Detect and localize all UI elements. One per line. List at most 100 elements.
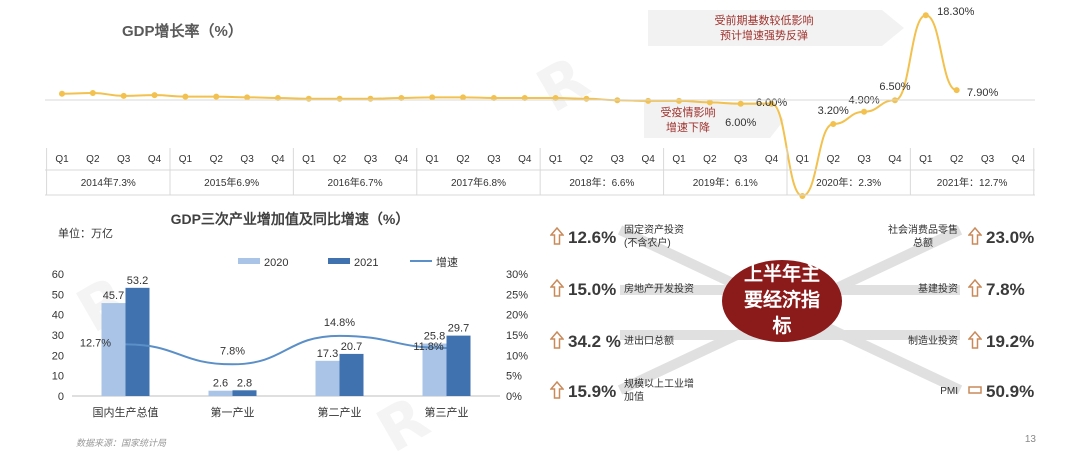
gdp-growth-line-chart: GDP增长率（%） 受前期基数较低影响 预计增速强势反弹 受疫情影响 增速下降 … — [45, 6, 1035, 199]
bar-2020 — [101, 303, 126, 396]
indicators-hub: 上半年主要经济指标 — [722, 260, 842, 342]
growth-label: 7.8% — [220, 345, 245, 357]
quarter-tick-label: Q1 — [55, 154, 69, 165]
quarter-tick-label: Q4 — [888, 154, 902, 165]
indicator-value: 19.2% — [968, 326, 1034, 358]
up-arrow-icon — [968, 278, 982, 302]
gdp-data-label: 3.20% — [818, 105, 849, 117]
up-arrow-icon — [968, 330, 982, 354]
bar-value-label: 17.3 — [317, 348, 338, 360]
quarter-tick-label: Q2 — [86, 154, 100, 165]
indicator-value-text: 12.6% — [568, 228, 617, 247]
indicator-name-line2: 总额 — [913, 238, 933, 249]
y-tick-label: 40 — [52, 310, 64, 322]
year-group-label: 2016年6.7% — [328, 176, 383, 189]
gdp-point — [213, 93, 220, 100]
y2-tick-label: 10% — [506, 350, 528, 362]
bar-value-label: 20.7 — [341, 341, 362, 353]
year-group-label: 2021年：12.7% — [937, 176, 1008, 189]
y2-tick-label: 15% — [506, 330, 528, 342]
indicator-name: 社会消费品零售 总额 — [888, 224, 958, 250]
quarter-tick-label: Q2 — [333, 154, 347, 165]
hub-label: 上半年主要经济指标 — [743, 264, 820, 337]
flat-arrow-icon — [968, 381, 982, 404]
legend-2020-label: 2020 — [264, 257, 288, 269]
quarter-tick-label: Q1 — [796, 154, 810, 165]
quarter-tick-label: Q4 — [148, 154, 162, 165]
gdp-point — [799, 192, 806, 199]
gdp-data-label: 6.00% — [725, 117, 756, 129]
quarter-tick-label: Q2 — [580, 154, 594, 165]
indicator-value: 7.8% — [968, 274, 1025, 306]
indicator-value: 15.0% — [550, 274, 616, 306]
growth-label: 11.8% — [413, 341, 444, 353]
indicator-name-line1: PMI — [940, 386, 958, 397]
quarter-tick-label: Q4 — [271, 154, 285, 165]
indicator-name-line2: (不含农户) — [624, 238, 671, 249]
quarter-tick-label: Q3 — [611, 154, 625, 165]
gdp-point — [59, 90, 65, 97]
bar-value-label: 25.8 — [424, 331, 445, 343]
quarter-tick-label: Q2 — [456, 154, 470, 165]
indicator-name: 规模以上工业增 加值 — [624, 378, 694, 404]
annotation-bottom-line2: 增速下降 — [666, 120, 710, 134]
indicator-name: 基建投资 — [918, 283, 958, 296]
gdp-data-label: 6.00% — [756, 97, 787, 109]
indicator-value-text: 50.9% — [986, 382, 1035, 401]
data-source: 数据来源：国家统计局 — [76, 438, 167, 448]
gdp-data-label: 7.90% — [967, 87, 998, 99]
indicator-value-text: 34.2 % — [568, 332, 621, 351]
gdp-point — [861, 108, 868, 115]
bar-value-label: 45.7 — [103, 290, 124, 302]
indicator-value: 12.6% — [550, 222, 616, 254]
growth-label: 14.8% — [324, 317, 355, 329]
gdp-point — [737, 100, 744, 107]
up-arrow-icon — [550, 380, 564, 404]
gdp-chart-title: GDP增长率（%） — [122, 22, 243, 40]
gdp-data-label: 18.30% — [937, 6, 975, 18]
industry-bar-chart: GDP三次产业增加值及同比增速（%） 0 10 20 30 40 50 60 0% 5% 10% 1… — [52, 211, 528, 419]
quarter-tick-label: Q3 — [981, 154, 995, 165]
gdp-data-label: 6.50% — [879, 81, 910, 93]
unit-label: 单位：万亿 — [58, 228, 113, 240]
quarter-tick-label: Q2 — [210, 154, 224, 165]
y-tick-label: 60 — [52, 269, 64, 281]
indicator-name: 进出口总额 — [624, 335, 674, 348]
category-label: 第三产业 — [425, 405, 469, 419]
quarter-tick-label: Q3 — [117, 154, 131, 165]
legend-2020-swatch — [238, 258, 260, 264]
category-label: 第二产业 — [318, 405, 362, 419]
bar-chart-title: GDP三次产业增加值及同比增速（%） — [171, 211, 410, 227]
annotation-bottom-box: 受疫情影响 增速下降 — [644, 102, 784, 138]
indicator-value: 23.0% — [968, 222, 1034, 254]
quarter-tick-label: Q4 — [518, 154, 532, 165]
bar-2021 — [232, 390, 257, 396]
indicator-name-line1: 社会消费品零售 — [888, 225, 958, 236]
gdp-point — [645, 97, 652, 104]
bar-2020 — [315, 360, 340, 396]
indicator-value-text: 7.8% — [986, 280, 1025, 299]
indicator-value-text: 15.9% — [568, 382, 617, 401]
quarter-tick-label: Q4 — [641, 154, 655, 165]
y-tick-label: 20 — [52, 350, 64, 362]
indicator-name-line1: 固定资产投资 — [624, 225, 684, 236]
indicator-value-text: 15.0% — [568, 280, 617, 299]
up-arrow-icon — [968, 226, 982, 250]
quarter-tick-label: Q3 — [364, 154, 378, 165]
bar-value-label: 2.6 — [213, 378, 228, 390]
gdp-data-label: 4.90% — [848, 95, 879, 107]
gdp-point — [953, 87, 960, 94]
gdp-point — [244, 94, 251, 101]
bar-2021 — [125, 287, 150, 396]
gdp-point — [830, 120, 837, 127]
y2-tick-label: 25% — [506, 289, 528, 301]
gdp-point — [706, 99, 713, 106]
y2-tick-label: 0% — [506, 391, 522, 403]
indicator-name-line1: 规模以上工业增 — [624, 379, 694, 390]
annotation-top-line2: 预计增速强势反弹 — [720, 28, 808, 42]
year-group-label: 2015年6.9% — [204, 176, 259, 189]
quarter-tick-label: Q1 — [426, 154, 440, 165]
gdp-point — [583, 95, 590, 102]
quarter-tick-label: Q1 — [919, 154, 933, 165]
gdp-point — [460, 94, 467, 101]
